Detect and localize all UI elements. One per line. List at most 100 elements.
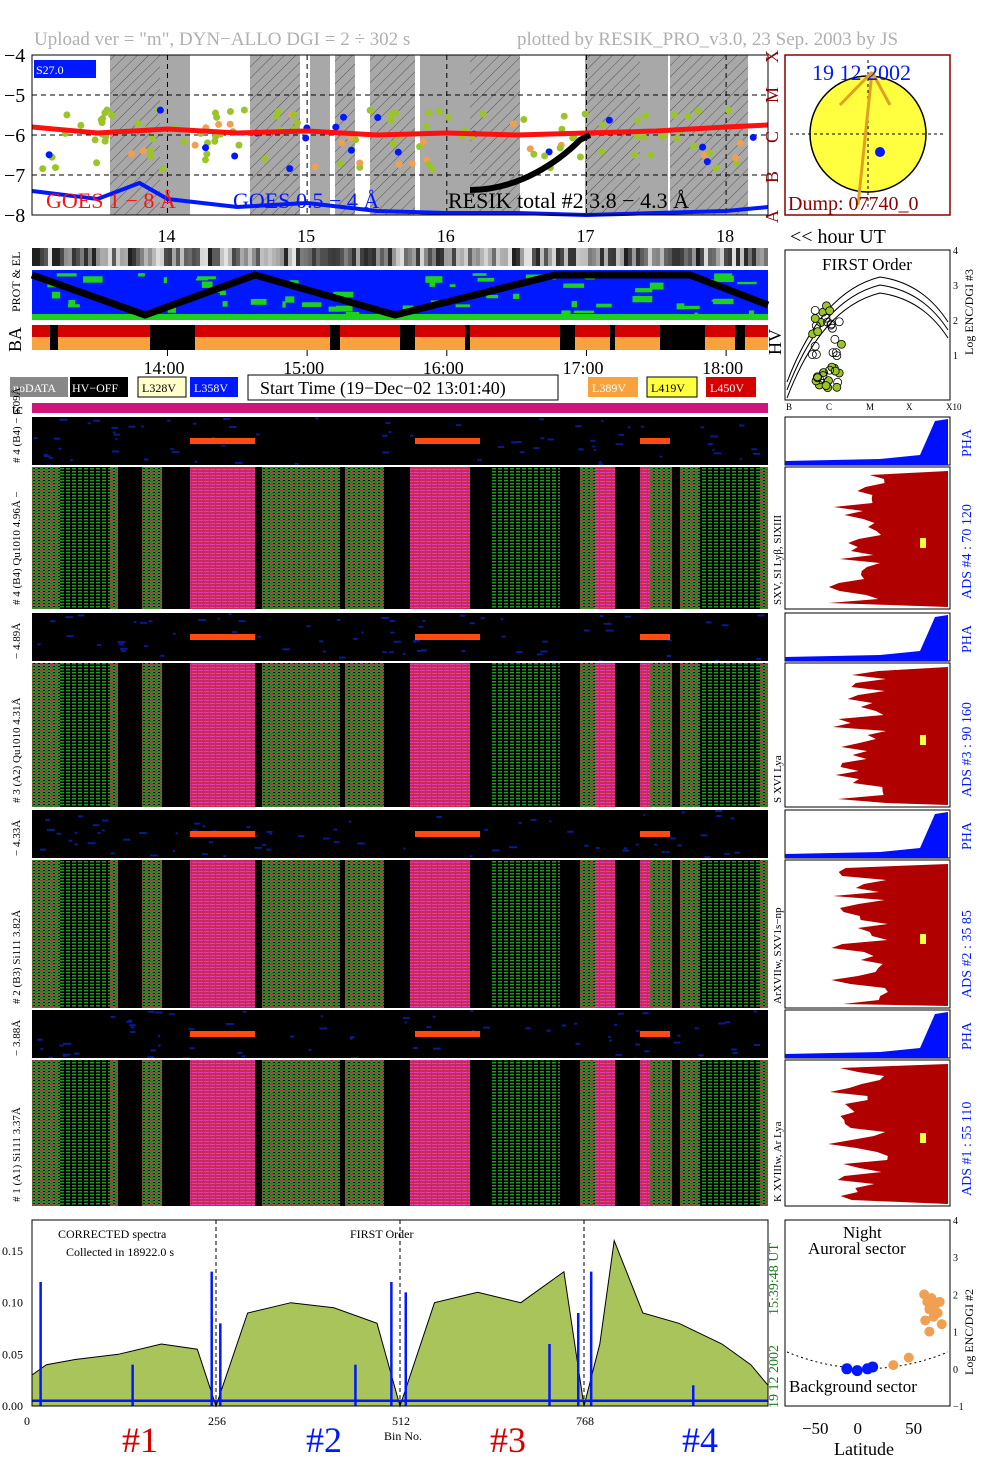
goes-point <box>93 159 101 167</box>
first-order-point <box>827 319 836 329</box>
pha-noise <box>381 616 389 619</box>
legend-bar: noDATA HV−OFF L328V L358V Start Time (19… <box>10 374 756 401</box>
strip-cell <box>336 248 340 266</box>
pha-noise <box>598 659 603 662</box>
strip-cell <box>200 248 204 266</box>
pha-noise <box>718 1022 726 1025</box>
no-data-column <box>340 663 345 807</box>
goes-point <box>180 138 188 146</box>
strip-cell <box>168 248 172 266</box>
pha-noise <box>101 829 105 832</box>
pha-noise <box>202 825 206 828</box>
goes-point <box>63 111 71 119</box>
goes-point <box>235 141 243 149</box>
goes-point <box>706 149 714 157</box>
pha-noise <box>459 614 465 617</box>
goes-point <box>159 165 167 173</box>
pha-noise <box>498 446 505 449</box>
pha-noise <box>477 458 482 461</box>
pha-noise <box>357 842 365 845</box>
strip-cell <box>156 248 160 266</box>
goes-point <box>423 123 431 131</box>
pha-word: PHA <box>960 624 975 653</box>
pha-noise <box>266 830 273 833</box>
no-data-column <box>672 467 680 609</box>
goes-class-labels: X M C B A <box>762 50 782 223</box>
pha-noise <box>43 455 51 458</box>
pha-noise <box>282 648 291 651</box>
strip-cell <box>56 248 60 266</box>
strip-cell <box>636 248 640 266</box>
pha-noise <box>63 1042 72 1045</box>
pha-noise <box>65 616 74 619</box>
pha-noise <box>617 1012 624 1015</box>
lat-y-tick: 3 <box>953 1253 958 1264</box>
pha-noise <box>757 614 765 617</box>
goes-point <box>139 147 147 155</box>
goes-y-tick: −5 <box>4 85 25 107</box>
no-data-column <box>615 663 640 807</box>
goes-point <box>631 151 639 159</box>
lat-point-orange <box>920 1315 931 1326</box>
goes-hour-tick: 15 <box>297 226 315 246</box>
pha-noise <box>172 849 175 852</box>
strip-cell <box>480 248 484 266</box>
pha-noise <box>234 461 243 464</box>
quiet-region <box>490 1060 560 1206</box>
pha-noise <box>59 418 68 421</box>
strip-cell <box>412 248 416 266</box>
strip-cell <box>184 248 188 266</box>
pha-noise <box>141 425 145 428</box>
pha-noise <box>87 842 96 845</box>
strip-cell <box>652 248 656 266</box>
goes-point <box>428 165 436 173</box>
pha-noise <box>469 622 475 625</box>
pha-label: − 3.88Å <box>11 1020 23 1056</box>
goes-point <box>526 145 534 153</box>
goes-point <box>569 134 577 142</box>
goes-point <box>389 140 397 148</box>
strip-cell <box>136 248 140 266</box>
no-data-column <box>615 467 640 609</box>
no-data-column <box>118 467 142 609</box>
goes-y-tick: −6 <box>4 125 25 147</box>
pha-line <box>640 831 670 837</box>
pha-noise <box>615 1053 622 1056</box>
pha-noise <box>147 1010 155 1013</box>
goes-class-label: M <box>762 87 782 103</box>
pha-noise <box>385 421 391 424</box>
hour-unit-label: << hour UT <box>790 226 886 248</box>
orbit-track <box>856 71 874 206</box>
pha-noise <box>48 1056 54 1059</box>
strip-cell <box>616 248 620 266</box>
goes-class-label: B <box>762 171 782 183</box>
ads-marker <box>920 538 926 548</box>
pha-noise <box>519 451 525 454</box>
pha-noise <box>644 1050 650 1053</box>
strip-cell <box>596 248 600 266</box>
goes-y-tick: −8 <box>4 205 25 227</box>
goes-point <box>286 165 294 173</box>
pha-noise <box>540 437 545 440</box>
pha-word: PHA <box>960 428 975 457</box>
no-data-column <box>672 663 680 807</box>
lat-xlabel: Latitude <box>834 1439 894 1459</box>
pha-noise <box>37 643 41 646</box>
ads-label: ADS #2 : 35 85 <box>960 910 975 998</box>
ba-off <box>400 325 415 350</box>
lat-y-tick: 2 <box>953 1290 958 1301</box>
no-data-column <box>340 467 345 609</box>
pha-noise <box>681 811 685 814</box>
strip-cell <box>96 248 100 266</box>
strip-cell <box>244 248 248 266</box>
strip-cell <box>372 248 376 266</box>
pha-noise <box>677 844 683 847</box>
legend-v3: L389V <box>592 381 626 395</box>
pha-noise <box>101 819 109 822</box>
strip-cell <box>392 248 396 266</box>
pha-noise <box>595 846 600 849</box>
start-time: Start Time (19−Dec−02 13:01:40) <box>260 378 506 399</box>
pha-noise <box>308 1048 311 1051</box>
goes-point <box>261 155 269 163</box>
pha-noise <box>546 1029 551 1032</box>
